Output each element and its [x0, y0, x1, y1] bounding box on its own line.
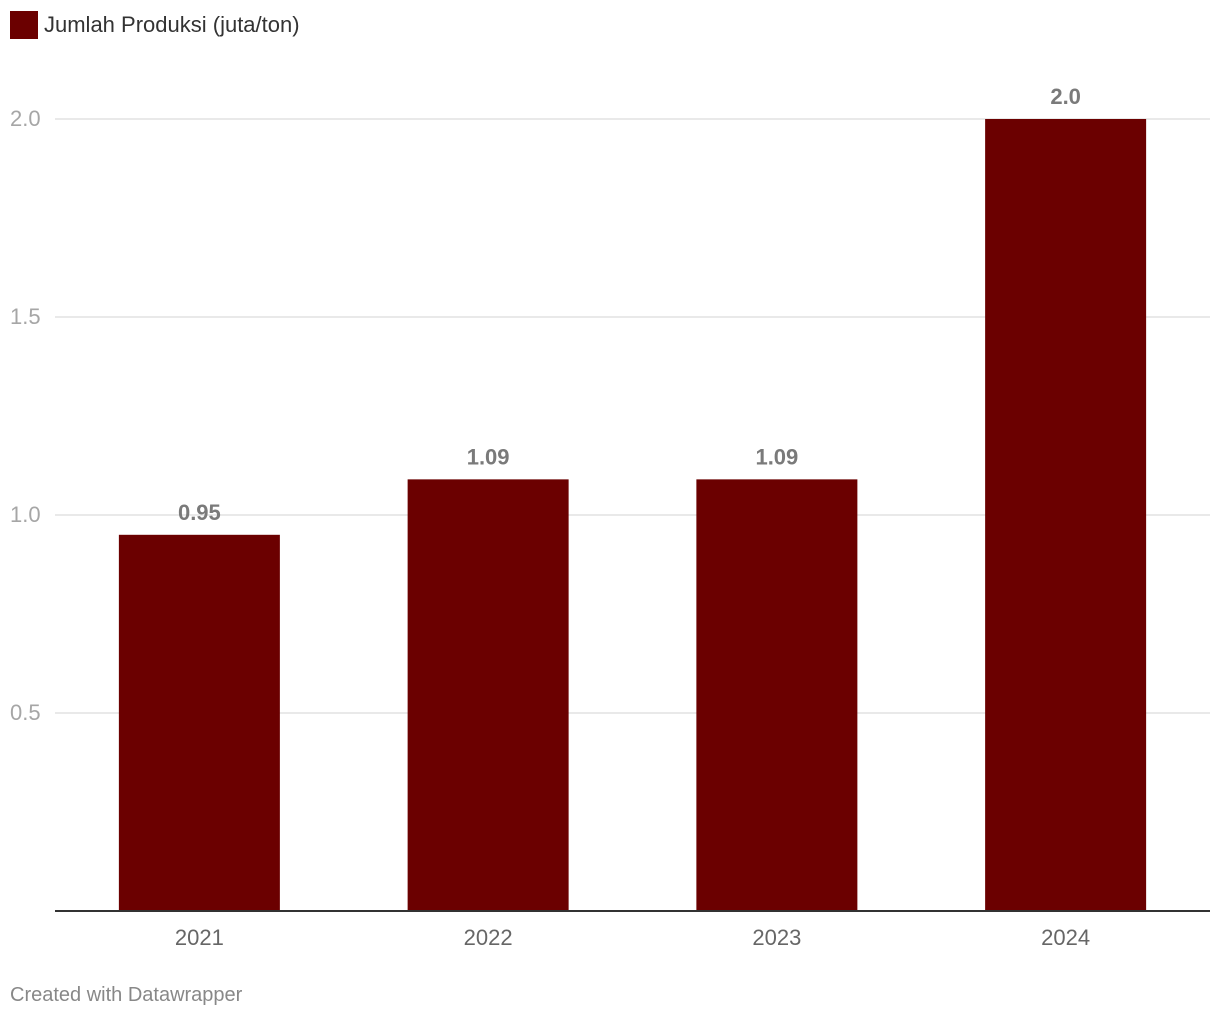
legend: Jumlah Produksi (juta/ton)	[10, 10, 300, 40]
bar	[407, 479, 569, 911]
y-tick-label: 1.0	[10, 502, 41, 527]
bar	[985, 119, 1147, 911]
data-label: 1.09	[467, 444, 510, 469]
x-tick-label: 2021	[175, 925, 224, 950]
data-label: 2.0	[1050, 84, 1081, 109]
bar	[696, 479, 858, 911]
x-tick-label: 2023	[752, 925, 801, 950]
legend-label: Jumlah Produksi (juta/ton)	[44, 12, 300, 37]
y-tick-label: 1.5	[10, 304, 41, 329]
footer-credit: Created with Datawrapper	[10, 984, 243, 1006]
y-tick-label: 2.0	[10, 106, 41, 131]
bar	[118, 534, 280, 911]
x-tick-label: 2024	[1041, 925, 1090, 950]
legend-swatch	[10, 11, 38, 39]
data-label: 0.95	[178, 500, 221, 525]
y-tick-label: 0.5	[10, 700, 41, 725]
data-label: 1.09	[755, 444, 798, 469]
x-tick-label: 2022	[464, 925, 513, 950]
